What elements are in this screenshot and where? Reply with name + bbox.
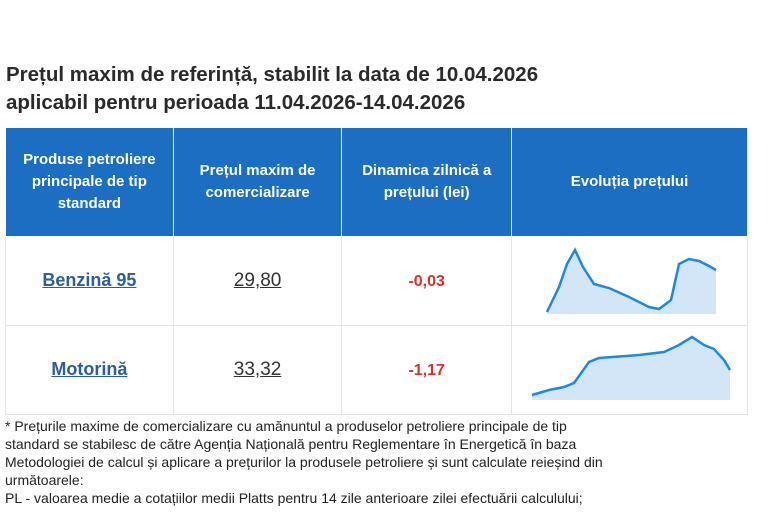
price: 29,80	[233, 270, 282, 291]
sparkline-area	[532, 337, 730, 400]
footnote-line: următoarele:	[5, 472, 84, 488]
header-row: Produse petroliere principale de tip sta…	[5, 127, 748, 237]
change: -1,17	[408, 362, 445, 379]
footnote-line: standard se stabilesc de către Agenția N…	[5, 436, 577, 452]
footnote-line: PL - valoarea medie a cotațiilor medii P…	[5, 490, 583, 506]
sparkline-line	[531, 335, 732, 397]
cell: -0,03	[341, 236, 512, 326]
title: Prețul maxim de referință, stabilit la d…	[6, 61, 538, 117]
cell: -1,17	[341, 325, 512, 415]
header-cell: Dinamica zilnică a prețului (lei)	[341, 127, 512, 237]
title-line: Prețul maxim de referință, stabilit la d…	[6, 63, 539, 86]
sparkline-area	[547, 250, 716, 314]
cell	[511, 236, 748, 326]
change: -0,03	[408, 273, 445, 290]
cell: 29,80	[172, 236, 343, 326]
sparkline	[545, 247, 717, 314]
sparkline	[531, 335, 732, 400]
product-link[interactable]: Benzină 95	[42, 270, 137, 290]
sparkline-line	[545, 247, 717, 313]
product-link[interactable]: Motorină	[51, 359, 128, 379]
header-cell: Prețul maxim de comercializare	[172, 127, 343, 237]
footnote: * Prețurile maxime de comercializare cu …	[5, 417, 603, 507]
header-cell: Evoluția prețului	[511, 127, 748, 237]
footnote-line: Metodologiei de calcul și aplicare a pre…	[5, 454, 603, 470]
row: Motorină 33,32 -1,17	[5, 325, 748, 415]
title-line: aplicabil pentru perioada 11.04.2026-14.…	[6, 91, 466, 114]
cell: 33,32	[172, 325, 343, 415]
price-table: Produse petroliere principale de tip sta…	[5, 127, 748, 415]
price: 33,32	[233, 359, 282, 380]
cell: Benzină 95	[5, 236, 174, 326]
footnote-line: * Prețurile maxime de comercializare cu …	[5, 418, 567, 434]
header-cell: Produse petroliere principale de tip sta…	[5, 127, 174, 237]
cell: Motorină	[5, 325, 174, 415]
cell	[511, 325, 748, 415]
row: Benzină 95 29,80 -0,03	[5, 236, 748, 326]
